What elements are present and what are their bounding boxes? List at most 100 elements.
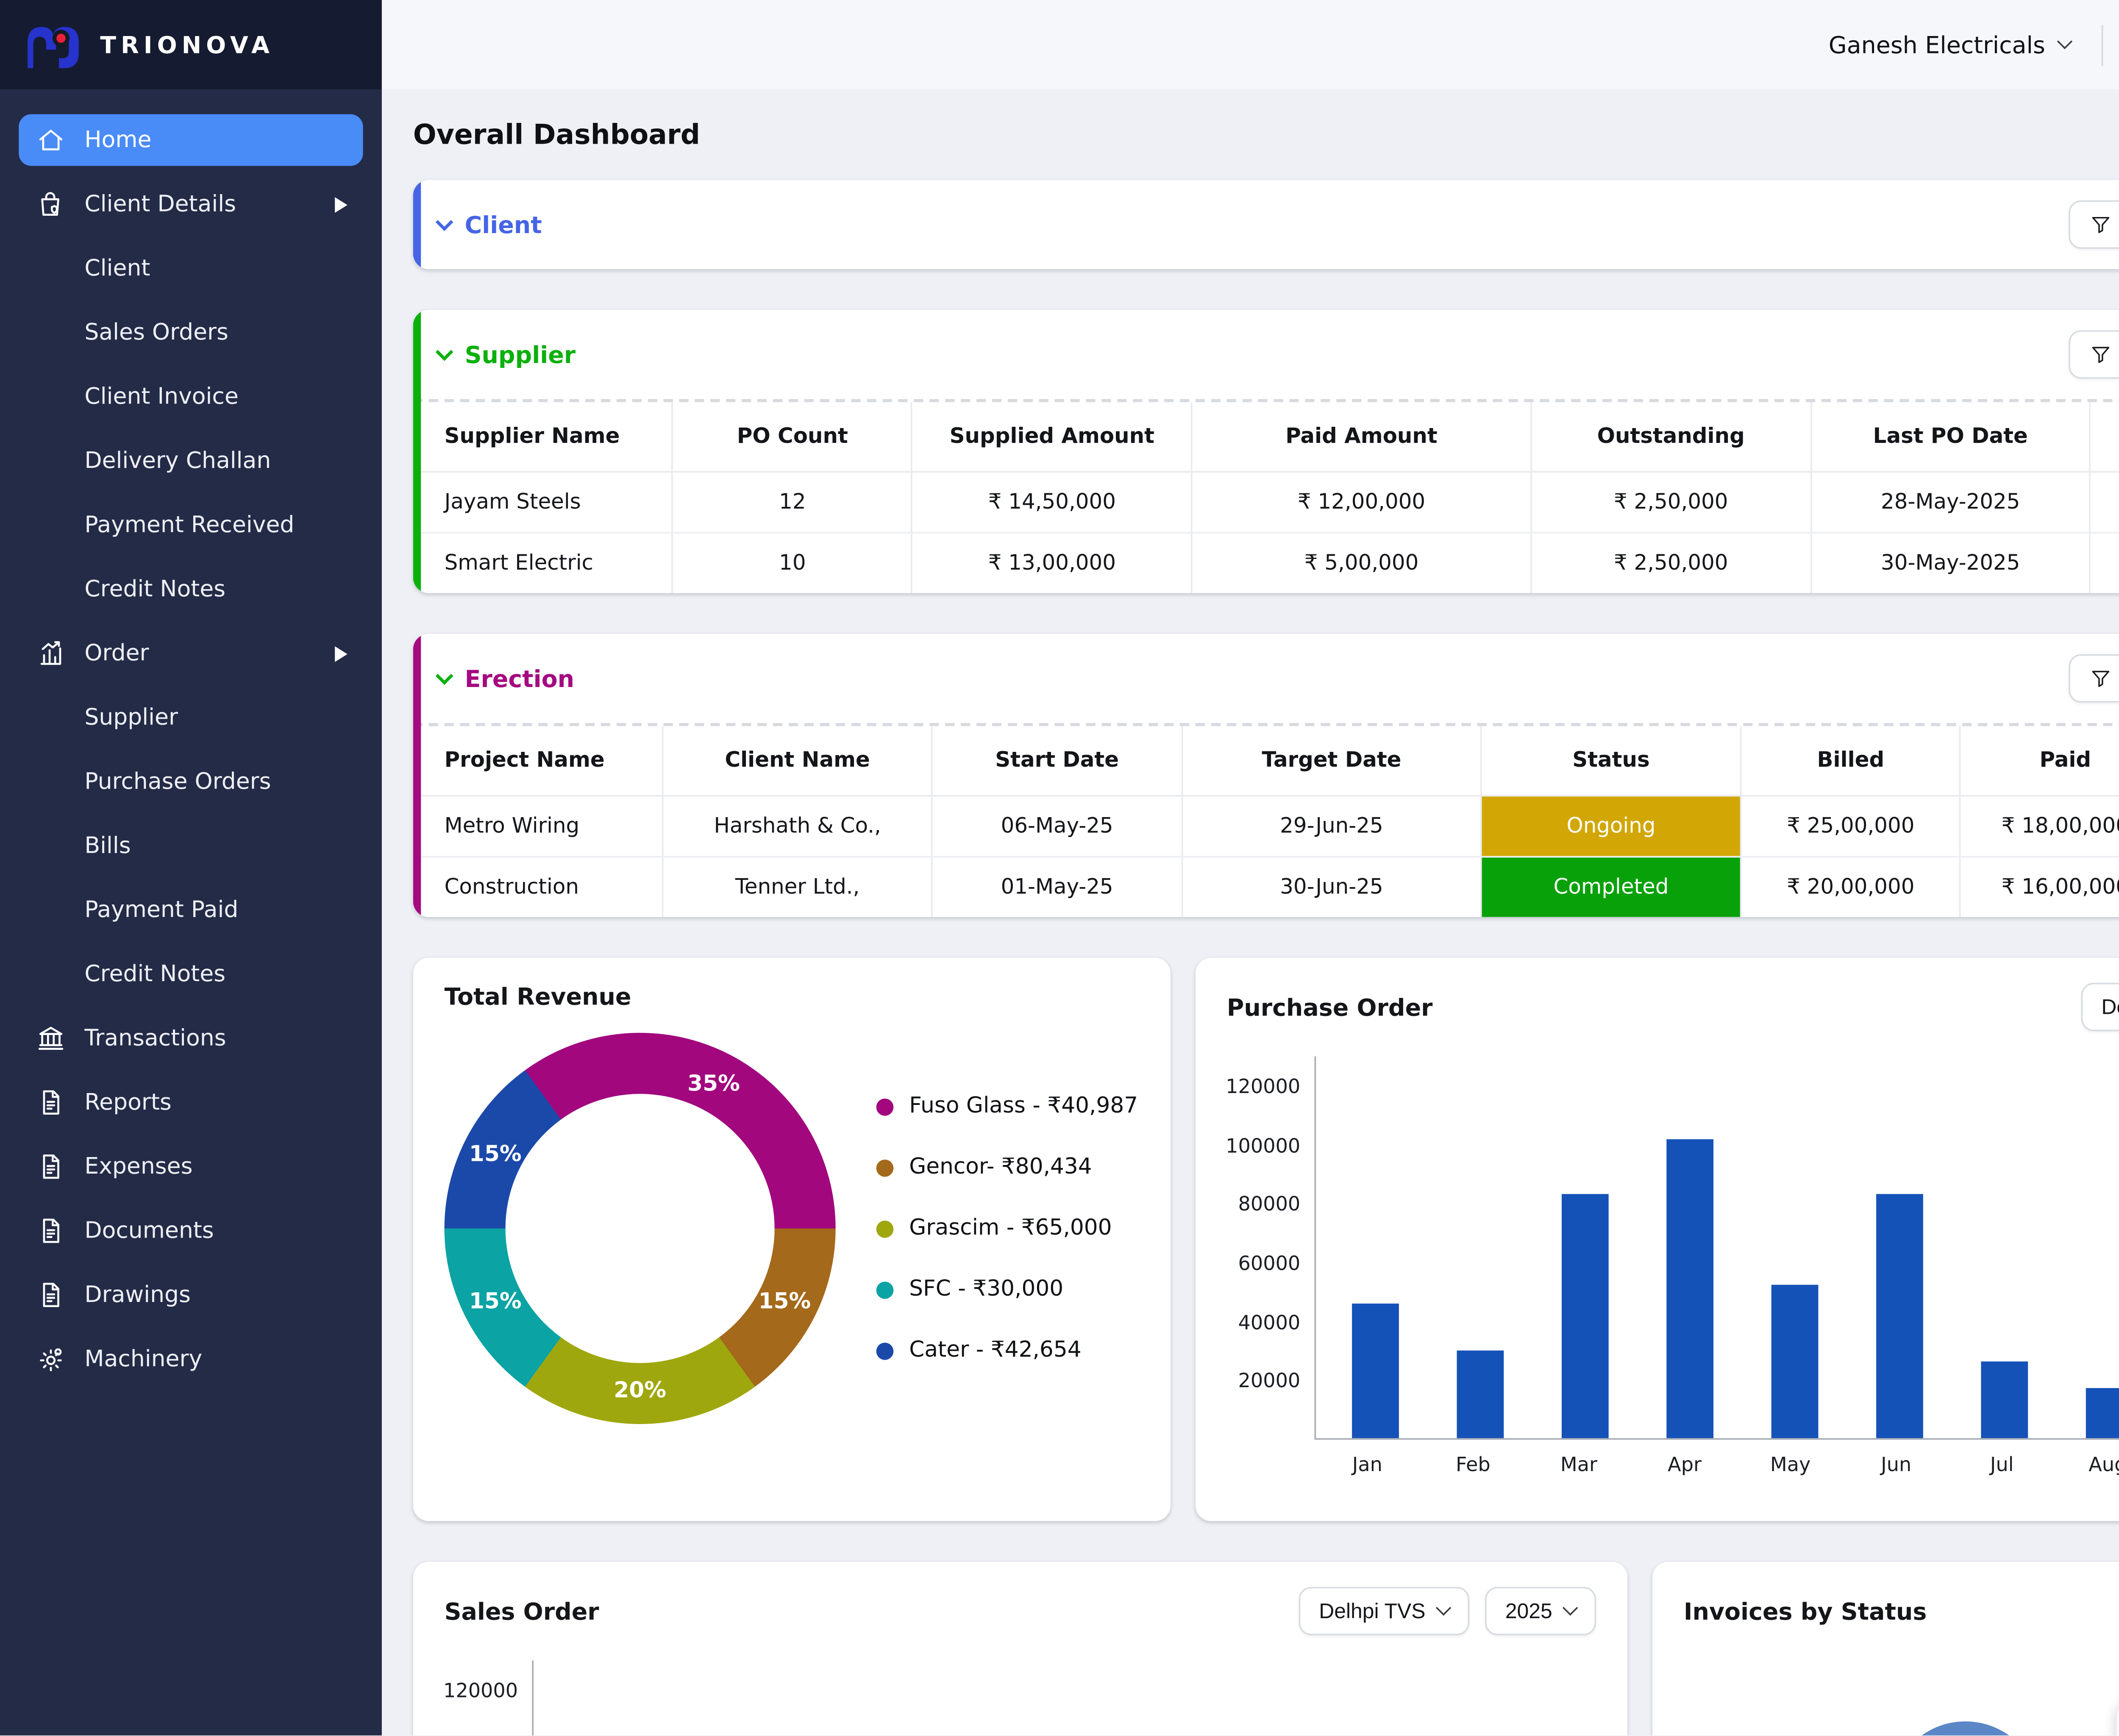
topbar: Ganesh Electricals +: [382, 0, 2119, 89]
bar: [1771, 1285, 1818, 1438]
table-cell: ₹ 14,50,000: [912, 472, 1192, 533]
sidebar-item-label: Order: [84, 641, 149, 666]
column-header: Supplier Name: [413, 402, 673, 472]
supplier-section-title[interactable]: Supplier: [465, 340, 576, 368]
chevron-down-icon[interactable]: [436, 342, 453, 360]
table-cell: ₹ 12,00,000: [1192, 472, 1531, 533]
sidebar-item-delivery-challan[interactable]: Delivery Challan: [19, 435, 363, 487]
org-switcher[interactable]: Ganesh Electricals: [1829, 31, 2070, 58]
column-header: Target Date: [1182, 726, 1482, 796]
total-revenue-title: Total Revenue: [445, 983, 631, 1011]
sidebar-item-reports[interactable]: Reports: [19, 1077, 363, 1128]
y-axis-tick: 120000: [443, 1678, 518, 1701]
sales-order-card: Sales Order Delhpi TVS 2025 100000120000: [413, 1562, 1627, 1736]
supplier-filter-button[interactable]: Filter: [2069, 330, 2119, 378]
table-cell: 29-Jun-25: [1182, 796, 1482, 857]
x-axis-label: May: [1738, 1452, 1844, 1475]
erection-section-title[interactable]: Erection: [465, 664, 575, 692]
sidebar-item-sales-orders[interactable]: Sales Orders: [19, 307, 363, 359]
caret-right-icon: [335, 645, 348, 661]
gear-icon: [34, 1344, 66, 1375]
sales-order-title: Sales Order: [445, 1597, 599, 1625]
column-header: Status: [1481, 726, 1741, 796]
sales-order-company-dropdown[interactable]: Delhpi TVS: [1299, 1587, 1469, 1635]
sidebar-item-machinery[interactable]: Machinery: [19, 1333, 363, 1385]
supplier-section: Supplier Filter 2025 - 2026 S: [413, 310, 2119, 593]
erection-filter-button[interactable]: Filter: [2069, 654, 2119, 702]
file-icon: [34, 1087, 66, 1118]
purchase-order-title: Purchase Order: [1227, 993, 1433, 1021]
sidebar: TRIONOVA HomeClient DetailsClientSales O…: [0, 0, 382, 1736]
y-axis-tick: 80000: [1238, 1192, 1300, 1216]
sidebar-nav: Home Client Details Client Sales Orders Clie…: [0, 89, 382, 1397]
bank-icon: [34, 1023, 66, 1054]
table-cell: 30-May-2025: [1811, 533, 2091, 593]
donut-percent-label: 15%: [469, 1142, 522, 1167]
funnel-icon: [2089, 667, 2112, 690]
purchase-order-company-dropdown[interactable]: Delhpi TVS: [2081, 983, 2119, 1031]
table-row: Metro WiringHarshath & Co.,06-May-2529-J…: [413, 796, 2119, 857]
table-header-row: Supplier NamePO CountSupplied AmountPaid…: [413, 402, 2119, 472]
column-header: Project Name: [413, 726, 663, 796]
x-axis-label: Jun: [1843, 1452, 1949, 1475]
client-section: Client Filter 2025 - 2026: [413, 180, 2119, 269]
sidebar-item-label: Payment Received: [84, 512, 294, 537]
table-cell: 30-Jun-25: [1182, 857, 1482, 917]
sidebar-item-payment-paid[interactable]: Payment Paid: [19, 884, 363, 936]
legend-item: Cater - ₹42,654: [876, 1338, 1138, 1363]
sidebar-item-purchase-orders[interactable]: Purchase Orders: [19, 756, 363, 807]
bar: [2086, 1388, 2119, 1438]
sidebar-item-payment-received[interactable]: Payment Received: [19, 499, 363, 551]
table-cell: 12: [673, 472, 912, 533]
column-header: Outstanding: [1531, 402, 1811, 472]
bar: [1351, 1303, 1398, 1438]
sidebar-item-transactions[interactable]: Transactions: [19, 1013, 363, 1064]
table-cell: 01-May-25: [932, 857, 1182, 917]
sidebar-item-client-details[interactable]: Client Details: [19, 178, 363, 230]
sidebar-item-expenses[interactable]: Expenses: [19, 1141, 363, 1193]
column-header: Paid Amount: [1192, 402, 1531, 472]
purchase-order-x-axis: JanFebMarAprMayJunJulAugSepOct: [1227, 1440, 2119, 1476]
legend-dot: [876, 1281, 894, 1298]
legend-item: Fuso Glass - ₹40,987: [876, 1094, 1138, 1119]
client-section-title[interactable]: Client: [465, 211, 542, 239]
table-cell: ₹ 5,00,000: [1192, 533, 1531, 593]
chevron-down-icon[interactable]: [436, 666, 453, 684]
bar: [1666, 1138, 1713, 1438]
sidebar-item-client[interactable]: Client: [19, 242, 363, 294]
sidebar-item-label: Credit Notes: [84, 577, 225, 602]
sidebar-item-credit-notes[interactable]: Credit Notes: [19, 563, 363, 615]
sales-order-chart: 100000120000: [445, 1661, 1596, 1736]
table-cell: ₹ 20,00,000: [1741, 857, 1960, 917]
sidebar-item-label: Transactions: [84, 1026, 226, 1051]
y-axis-tick: 20000: [1238, 1369, 1300, 1392]
status-badge: Completed: [1482, 857, 1740, 917]
sidebar-item-client-invoice[interactable]: Client Invoice: [19, 371, 363, 423]
x-axis-label: Jul: [1949, 1452, 2055, 1475]
chevron-down-icon[interactable]: [436, 213, 453, 231]
sidebar-item-credit-notes-2[interactable]: Credit Notes: [19, 949, 363, 1000]
column-header: Start Date: [932, 726, 1182, 796]
table-cell: 06-May-25: [932, 796, 1182, 857]
sales-order-year-dropdown[interactable]: 2025: [1485, 1587, 1596, 1635]
client-filter-button[interactable]: Filter: [2069, 200, 2119, 249]
table-cell: Construction: [413, 857, 663, 917]
column-header: Last Payment Date: [2090, 402, 2119, 472]
sidebar-item-label: Sales Orders: [84, 320, 228, 345]
app-window: TRIONOVA HomeClient DetailsClientSales O…: [0, 0, 2119, 1736]
table-cell: ₹ 16,00,000: [1960, 857, 2119, 917]
bar: [1981, 1362, 2028, 1438]
column-header: PO Count: [673, 402, 912, 472]
sidebar-item-label: Client: [84, 256, 150, 281]
table-cell: Metro Wiring: [413, 796, 663, 857]
sidebar-item-order[interactable]: Order: [19, 628, 363, 679]
sidebar-item-supplier[interactable]: Supplier: [19, 692, 363, 743]
sidebar-item-bills[interactable]: Bills: [19, 820, 363, 872]
bar: [1876, 1194, 1923, 1438]
sidebar-item-label: Documents: [84, 1218, 214, 1243]
sidebar-item-drawings[interactable]: Drawings: [19, 1269, 363, 1321]
table-cell: 01-Jun-2025: [2090, 533, 2119, 593]
sidebar-item-home[interactable]: Home: [19, 114, 363, 166]
sidebar-item-documents[interactable]: Documents: [19, 1205, 363, 1257]
chevron-down-icon: [2057, 34, 2073, 50]
